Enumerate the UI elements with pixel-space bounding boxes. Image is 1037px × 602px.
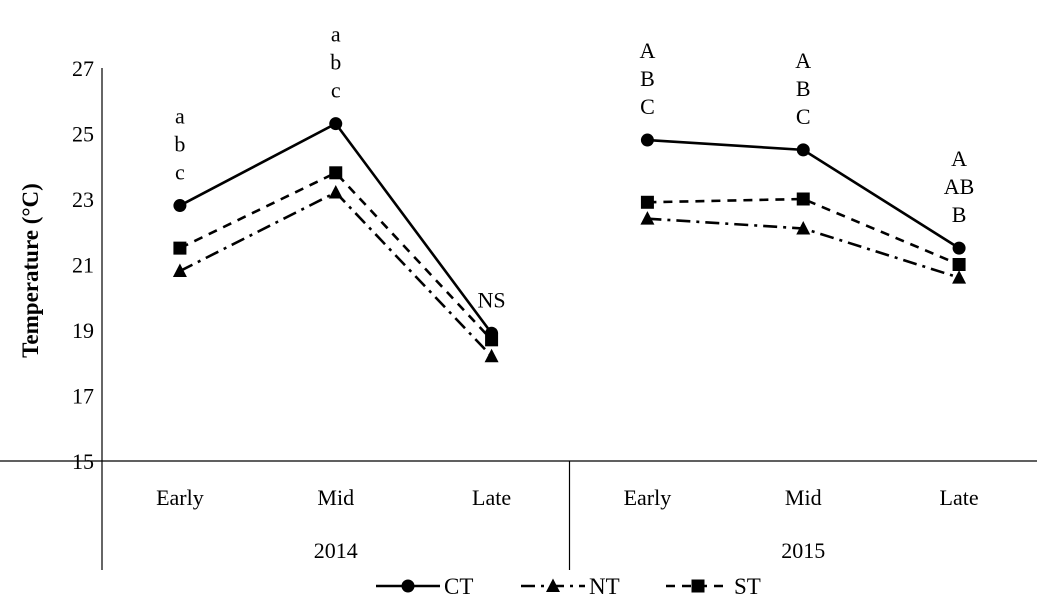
- data-point-nt: [172, 263, 187, 278]
- series-line-st: [647, 197, 960, 266]
- category-label: Late: [940, 485, 979, 510]
- category-label: Early: [156, 485, 204, 510]
- legend-label-ct: CT: [444, 574, 473, 599]
- legend-marker-st: [691, 579, 705, 593]
- y-axis-title: Temperature (°C): [18, 183, 43, 358]
- data-point-st: [329, 166, 343, 180]
- data-point-st: [952, 258, 966, 271]
- series-ct: [173, 117, 966, 340]
- series-line-ct: [179, 122, 493, 335]
- labels: 15 17 19 21 23 25 27 Temperature (°C) Early Mid La…: [18, 22, 979, 563]
- data-point-nt: [952, 270, 967, 284]
- legend-item-ct: CT: [376, 574, 473, 599]
- legend-item-st: ST: [666, 574, 761, 599]
- series-nt: [172, 184, 967, 363]
- data-point-st: [173, 241, 187, 255]
- y-tick-label: 21: [72, 253, 94, 278]
- significance-label: A: [951, 146, 967, 171]
- significance-label: c: [175, 160, 185, 185]
- significance-label: c: [331, 78, 341, 103]
- significance-label: A: [639, 38, 655, 63]
- data-point-st: [640, 195, 654, 209]
- y-tick-label: 17: [72, 384, 94, 409]
- data-point-st: [485, 333, 499, 347]
- significance-label: a: [175, 104, 185, 129]
- axes: [0, 68, 1037, 570]
- legend-item-nt: NT: [521, 574, 620, 599]
- significance-label: B: [952, 202, 967, 227]
- legend-label-st: ST: [734, 574, 761, 599]
- legend-marker-nt: [546, 578, 560, 592]
- data-point-nt: [484, 348, 499, 363]
- y-tick-label: 25: [72, 122, 94, 147]
- category-label: Late: [472, 485, 511, 510]
- series-st: [173, 166, 966, 347]
- year-label: 2015: [781, 538, 825, 563]
- data-point-st: [796, 192, 810, 206]
- significance-label: C: [796, 104, 811, 129]
- y-tick-label: 27: [72, 56, 94, 81]
- category-label: Mid: [785, 485, 822, 510]
- y-tick-label: 19: [72, 318, 94, 343]
- data-point-nt: [328, 184, 343, 199]
- significance-label: b: [174, 132, 185, 157]
- data-point-ct: [329, 117, 343, 131]
- data-point-ct: [173, 199, 187, 213]
- year-label: 2014: [314, 538, 358, 563]
- legend: CT NT ST: [376, 574, 761, 599]
- data-point-ct: [796, 143, 810, 157]
- significance-label: b: [330, 50, 341, 75]
- category-label: Early: [624, 485, 672, 510]
- significance-label: NS: [478, 287, 506, 312]
- y-tick-label: 23: [72, 187, 94, 212]
- data-point-ct: [640, 133, 654, 147]
- significance-label: C: [640, 94, 655, 119]
- significance-label: AB: [944, 174, 975, 199]
- significance-label: a: [331, 22, 341, 47]
- data-point-nt: [796, 220, 811, 235]
- significance-label: A: [795, 48, 811, 73]
- series-line-st: [179, 171, 493, 341]
- legend-label-nt: NT: [589, 574, 620, 599]
- series-lines: [172, 117, 967, 363]
- series-line-nt: [179, 190, 493, 358]
- data-point-ct: [952, 241, 966, 255]
- category-label: Mid: [317, 485, 354, 510]
- y-tick-label: 15: [72, 449, 94, 474]
- legend-marker-ct: [401, 579, 415, 593]
- data-point-nt: [640, 211, 655, 225]
- significance-label: B: [796, 76, 811, 101]
- significance-label: B: [640, 66, 655, 91]
